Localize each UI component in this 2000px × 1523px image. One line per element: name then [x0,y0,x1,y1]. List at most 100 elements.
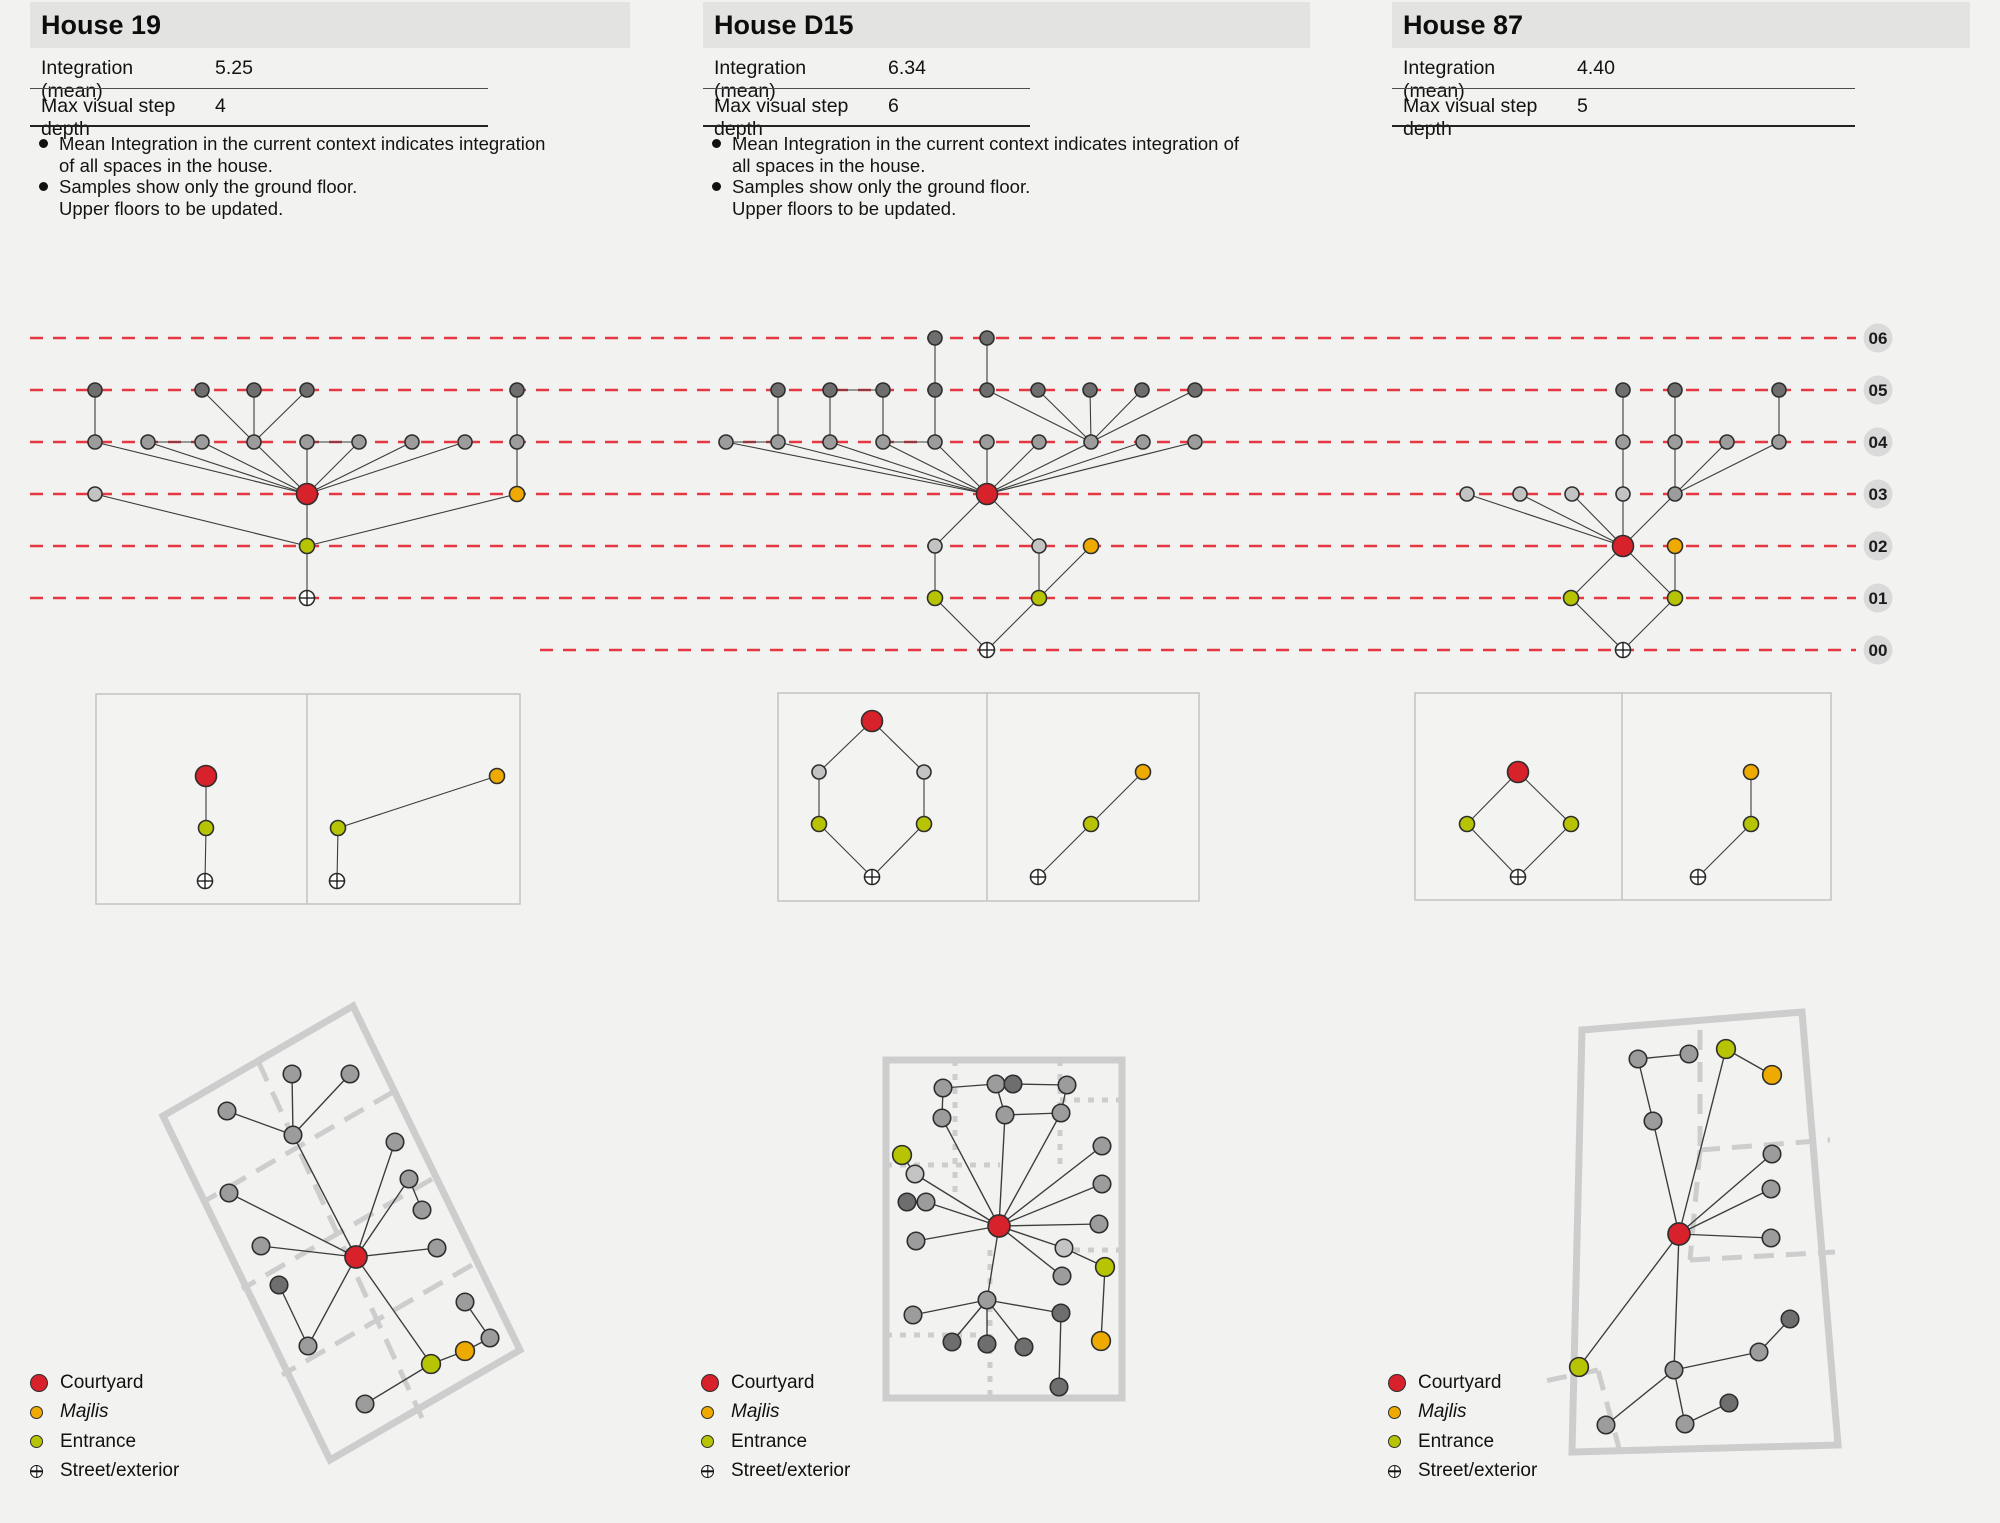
room-node [1615,434,1631,450]
plan-wall [1699,1137,1831,1153]
house-d15-panel: House D15 Integration (mean) 6.34 Max vi… [703,0,1310,235]
room-node [427,1238,447,1258]
house-87-title: House 87 [1403,9,1524,40]
entrance-node [1458,815,1476,833]
note-line: Mean Integration in the current context … [732,133,1239,154]
room-node [1031,538,1047,554]
note-line: of all spaces in the house. [59,154,273,176]
stat-label: Max visual step depth [1403,95,1538,140]
graph-nodes [194,764,506,890]
note-line: Mean Integration in the current context … [59,133,546,154]
room-node [217,1101,237,1121]
room-node [1082,382,1098,398]
room-node [1628,1049,1648,1069]
room-node [219,1183,239,1203]
room-node [299,434,315,450]
entrance-node [1568,1356,1590,1378]
room-node [995,1105,1015,1125]
depth-badge-label: 05 [1869,381,1888,400]
depth-badge-01 [1863,583,1893,613]
plan-wall [1689,1249,1836,1263]
room-node [298,1336,318,1356]
room-node [1564,486,1580,502]
room-node [1459,486,1475,502]
courtyard-node [860,709,884,733]
room-node [903,1305,923,1325]
note-line: Upper floors to be updated. [732,197,957,219]
subgraph-box-house-19 [95,693,521,905]
majlis-node [1134,763,1152,781]
depth-badge-02 [1863,531,1893,561]
table-rule [30,88,488,89]
room-node [1667,382,1683,398]
depth-badge-label: 02 [1869,537,1888,556]
room-node [927,434,943,450]
graph-edges [818,720,1144,878]
entrance-node [1666,589,1684,607]
room-node [246,382,262,398]
room-node [927,538,943,554]
entrance-node [1562,589,1580,607]
stat-value: 5 [1577,95,1588,117]
depth-badge-label: 04 [1869,433,1888,452]
entrance-node [926,589,944,607]
stat-label: Integration (mean) [41,57,134,102]
note-line: Samples show only the ground floor. [732,176,1031,197]
legend-label: Entrance [60,1430,137,1452]
subgraph-box-frame [1414,692,1832,901]
courtyard-node [987,1214,1011,1238]
note-line: Upper floors to be updated. [59,197,284,219]
entrance-marker-icon [30,1435,43,1449]
table-rule [703,125,1030,127]
room-node [822,382,838,398]
legend-item-entrance: Entrance [30,1427,179,1457]
depth-badge-label: 03 [1869,485,1888,504]
stat-row: Integration (mean) 6.34 [714,57,926,103]
room-node [87,486,103,502]
room-node [1057,1075,1077,1095]
room-node [927,382,943,398]
depth-badge-label: 01 [1869,589,1888,608]
plan-wall [201,1089,395,1205]
legend-house-d15: Courtyard Majlis Entrance Street/exterio… [701,1368,850,1486]
floor-plan-house-d15 [882,1056,1126,1402]
graph-nodes [718,330,1203,659]
room-node [194,434,210,450]
room-node [1187,434,1203,450]
legend-item-street: Street/exterior [701,1457,850,1487]
room-node [246,434,262,450]
legend-label: Majlis [1418,1401,1467,1423]
room-node [509,434,525,450]
subgraph-box-frame [777,692,1200,902]
majlis-node [508,485,526,503]
justified-graph-house-d15 [718,330,1203,659]
entrance-marker-icon [701,1435,714,1449]
stat-value: 6.34 [888,57,926,79]
majlis-node [1761,1064,1783,1086]
room-node [1051,1103,1071,1123]
bullet-icon [39,139,48,148]
room-node [1667,486,1683,502]
room-node [1092,1136,1112,1156]
room-node [404,434,420,450]
graph-nodes [1568,1038,1800,1435]
legend-house-19: Courtyard Majlis Entrance Street/exterio… [30,1368,179,1486]
room-node [979,382,995,398]
room-node [1664,1360,1684,1380]
graph-edges [1578,1048,1791,1426]
graph-nodes [87,382,526,607]
room-node [822,434,838,450]
room-node [875,382,891,398]
room-node [1771,434,1787,450]
depth-badge-05 [1863,375,1893,405]
majlis-node [454,1340,476,1362]
entrance-node [420,1353,442,1375]
notes-list: Mean Integration in the current context … [712,133,1239,219]
legend-item-courtyard: Courtyard [30,1368,179,1398]
courtyard-node [194,764,218,788]
legend-label: Majlis [60,1401,109,1423]
majlis-marker-icon [30,1405,43,1419]
courtyard-node [344,1245,368,1269]
